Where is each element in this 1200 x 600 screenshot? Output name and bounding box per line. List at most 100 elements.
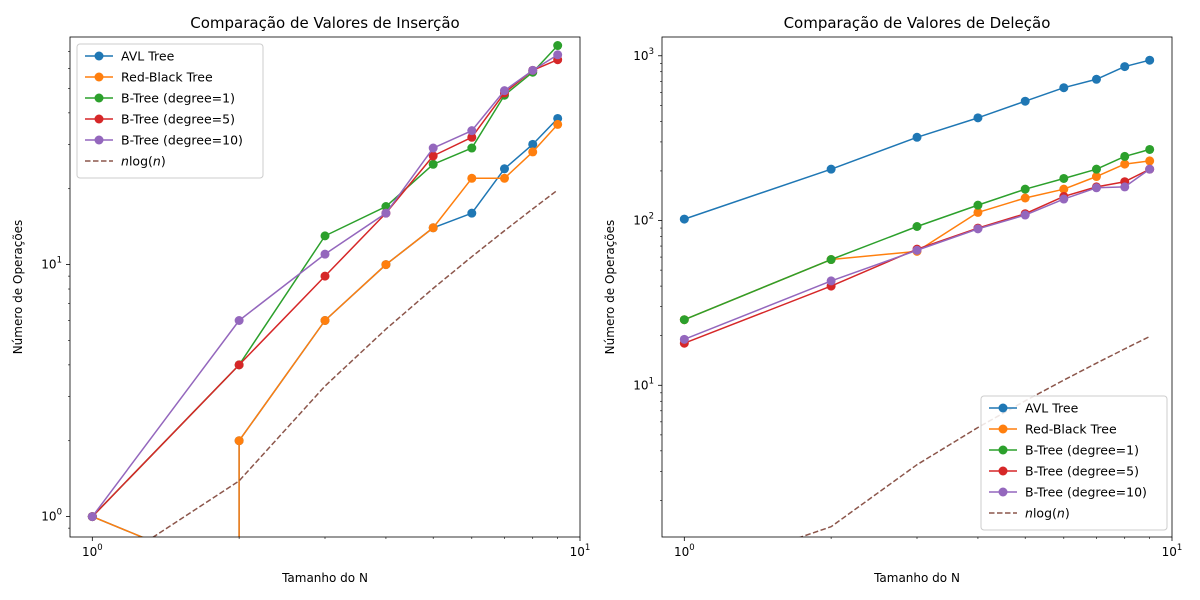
- data-point: [381, 208, 391, 218]
- legend: AVL Tree Red-Black Tree B-Tree (degree=1) B…: [980, 395, 1168, 531]
- data-point: [467, 173, 477, 183]
- chart-title: Comparação de Valores de Inserção: [190, 14, 459, 32]
- data-point: [428, 143, 438, 153]
- axes-frame: [661, 36, 1173, 538]
- legend: AVL Tree Red-Black Tree B-Tree (degree=1) B…: [76, 43, 264, 179]
- legend-label: nlog(n): [1025, 506, 1070, 521]
- data-point: [381, 202, 391, 212]
- y-tick-label: 100: [41, 508, 62, 524]
- data-point: [912, 132, 922, 142]
- data-point: [826, 276, 836, 286]
- data-point: [528, 139, 538, 149]
- data-point: [499, 173, 509, 183]
- data-point: [428, 223, 438, 233]
- legend-label: B-Tree (degree=10): [1025, 485, 1147, 500]
- legend-marker: [998, 403, 1008, 413]
- data-point: [1145, 164, 1155, 174]
- data-point: [679, 334, 689, 344]
- legend-label: B-Tree (degree=10): [121, 133, 243, 148]
- legend-entry: nlog(n): [989, 506, 1070, 521]
- legend-marker: [94, 93, 104, 103]
- x-axis-label: Tamanho do N: [873, 571, 960, 585]
- legend-label: AVL Tree: [121, 49, 175, 64]
- legend-label: B-Tree (degree=5): [121, 112, 235, 127]
- series-line: [152, 189, 559, 537]
- legend-entry: B-Tree (degree=5): [989, 464, 1139, 479]
- data-point: [1020, 210, 1030, 220]
- data-point: [234, 436, 244, 446]
- legend-label: B-Tree (degree=1): [121, 91, 235, 106]
- legend-frame: [76, 43, 264, 179]
- series-2: [87, 119, 563, 537]
- data-point: [467, 132, 477, 142]
- data-point: [553, 119, 563, 129]
- data-point: [428, 159, 438, 169]
- legend-entry: B-Tree (degree=5): [85, 112, 235, 127]
- data-point: [826, 255, 836, 265]
- legend-entry: B-Tree (degree=10): [85, 133, 243, 148]
- legend-frame: [980, 395, 1168, 531]
- data-point: [87, 512, 97, 522]
- x-tick-label: 100: [82, 543, 103, 559]
- legend-label: nlog(n): [121, 154, 166, 169]
- x-tick-label: 101: [570, 543, 591, 559]
- data-point: [973, 207, 983, 217]
- legend-marker: [94, 135, 104, 145]
- legend-entry: B-Tree (degree=1): [989, 443, 1139, 458]
- data-point: [428, 151, 438, 161]
- legend-label: B-Tree (degree=5): [1025, 464, 1139, 479]
- data-point: [679, 315, 689, 325]
- legend-label: AVL Tree: [1025, 401, 1079, 416]
- data-point: [1020, 184, 1030, 194]
- legend-entry: B-Tree (degree=1): [85, 91, 235, 106]
- data-point: [1145, 55, 1155, 65]
- series-6: [152, 189, 559, 537]
- legend-label: Red-Black Tree: [121, 70, 213, 85]
- legend-marker: [998, 487, 1008, 497]
- data-point: [973, 224, 983, 234]
- series-5: [87, 50, 563, 522]
- data-point: [826, 164, 836, 174]
- data-point: [499, 86, 509, 96]
- legend-marker: [998, 424, 1008, 434]
- chart-panel-1: Comparação de Valores de Inserção Tamanho…: [11, 14, 590, 585]
- data-point: [467, 126, 477, 136]
- data-point: [1120, 159, 1130, 169]
- data-point: [973, 200, 983, 210]
- data-point: [1120, 182, 1130, 192]
- data-point: [679, 214, 689, 224]
- y-tick-label: 103: [633, 47, 654, 63]
- data-point: [1091, 172, 1101, 182]
- data-point: [1091, 183, 1101, 193]
- data-point: [1145, 144, 1155, 154]
- data-point: [499, 164, 509, 174]
- data-point: [553, 50, 563, 60]
- legend-marker: [998, 466, 1008, 476]
- legend-marker: [94, 51, 104, 61]
- legend-entry: AVL Tree: [989, 401, 1079, 416]
- data-point: [467, 143, 477, 153]
- legend-entry: B-Tree (degree=10): [989, 485, 1147, 500]
- data-point: [1059, 184, 1069, 194]
- x-tick-label: 100: [674, 543, 695, 559]
- series-1: [87, 113, 563, 537]
- plot-area: [87, 41, 563, 537]
- data-point: [320, 271, 330, 281]
- series-line: [684, 160, 1150, 321]
- data-point: [1020, 193, 1030, 203]
- series-3: [679, 144, 1155, 325]
- series-line: [92, 117, 559, 537]
- data-point: [320, 249, 330, 259]
- data-point: [1120, 62, 1130, 72]
- data-point: [528, 147, 538, 157]
- y-axis-label: Número de Operações: [603, 220, 617, 355]
- legend-entry: Red-Black Tree: [989, 422, 1117, 437]
- legend-label: B-Tree (degree=1): [1025, 443, 1139, 458]
- series-1: [679, 55, 1155, 224]
- data-point: [1091, 74, 1101, 84]
- legend-entry: nlog(n): [85, 154, 166, 169]
- data-point: [912, 245, 922, 255]
- data-point: [320, 231, 330, 241]
- legend-entry: AVL Tree: [85, 49, 175, 64]
- axes-frame: [69, 36, 581, 538]
